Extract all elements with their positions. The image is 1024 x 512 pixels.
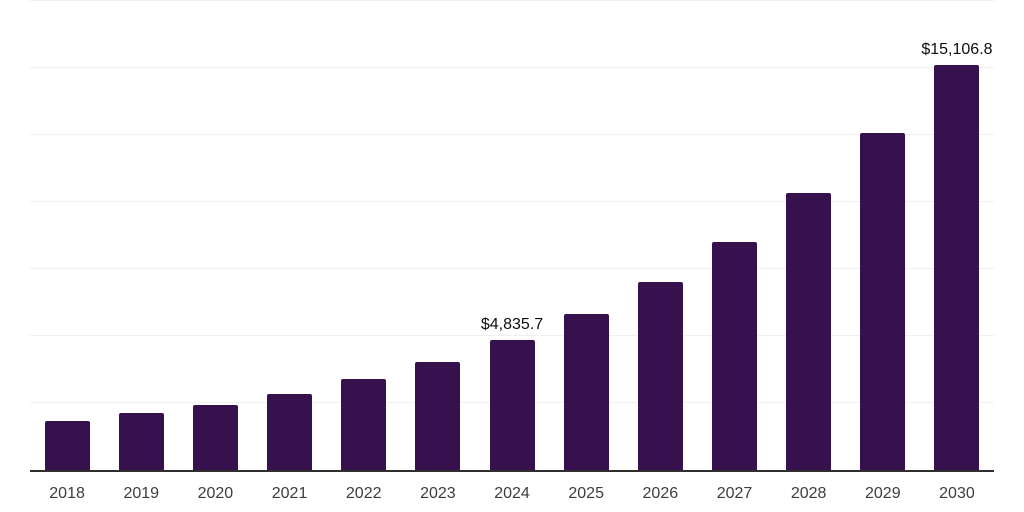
gridline-5000 — [30, 335, 994, 336]
bar-slot-2027 — [697, 1, 771, 470]
bar-slot-2025 — [549, 1, 623, 470]
bar-2021 — [267, 393, 313, 470]
bar-slot-2021 — [252, 1, 326, 470]
bar-2022 — [341, 379, 387, 470]
bar-2024 — [489, 340, 535, 470]
x-tick-label-2030: 2030 — [939, 485, 975, 502]
data-label-2030: $15,106.8 — [921, 41, 993, 59]
x-tick-label-2021: 2021 — [271, 485, 308, 502]
gridline-12500 — [30, 134, 994, 135]
bars-container: $4,835.7 $15,106.8 — [30, 1, 994, 470]
bar-slot-2030: $15,106.8 — [920, 1, 994, 470]
gridline-7500 — [30, 268, 994, 269]
x-tick-label-2023: 2023 — [420, 485, 456, 502]
bar-slot-2018 — [30, 1, 104, 470]
bar-slot-2028 — [772, 1, 846, 470]
x-tick-label-2019: 2019 — [123, 485, 160, 502]
gridline-17500 — [30, 0, 994, 1]
bar-2030 — [934, 65, 980, 470]
bar-slot-2023 — [401, 1, 475, 470]
x-tick-label-2022: 2022 — [345, 485, 382, 502]
gridline-10000 — [30, 201, 994, 202]
bar-slot-2026 — [623, 1, 697, 470]
x-tick-label-2020: 2020 — [197, 485, 234, 502]
bar-slot-2029 — [846, 1, 920, 470]
data-label-2024: $4,835.7 — [480, 316, 544, 334]
x-tick-label-2029: 2029 — [865, 485, 901, 502]
x-tick-label-2026: 2026 — [642, 485, 679, 502]
bar-2018 — [44, 420, 90, 470]
bar-slot-2020 — [178, 1, 252, 470]
gridline-15000 — [30, 67, 994, 68]
bar-slot-2019 — [104, 1, 178, 470]
bar-2027 — [711, 242, 757, 470]
x-tick-label-2024: 2024 — [494, 485, 530, 502]
bar-2026 — [637, 282, 683, 470]
x-tick-label-2027: 2027 — [716, 485, 753, 502]
x-tick-label-2018: 2018 — [49, 485, 85, 502]
bar-2023 — [415, 362, 461, 470]
bar-2019 — [118, 412, 164, 470]
x-tick-label-2025: 2025 — [568, 485, 604, 502]
bar-2029 — [860, 133, 906, 470]
plot-area: $4,835.7 $15,106.8 — [30, 0, 994, 472]
bar-2025 — [563, 314, 609, 470]
bar-2020 — [192, 405, 238, 470]
x-axis: 2018 2019 2020 2021 2022 2023 2024 2025 2026 2027… — [30, 484, 994, 503]
x-tick-label-2028: 2028 — [790, 485, 827, 502]
bar-slot-2022 — [327, 1, 401, 470]
bar-2028 — [786, 192, 832, 470]
bar-slot-2024: $4,835.7 — [475, 1, 549, 470]
